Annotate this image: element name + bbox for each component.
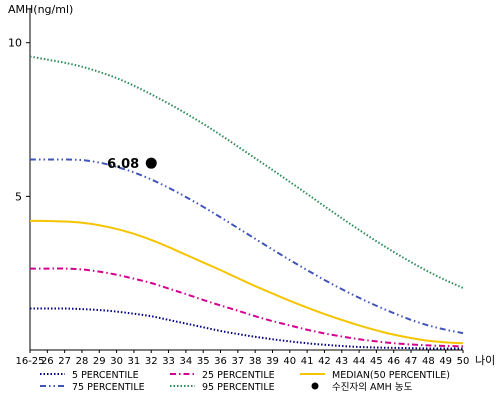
patient-amh-value-label: 6.08 <box>107 157 139 172</box>
x-tick-label: 31 <box>128 356 141 367</box>
x-tick-label: 28 <box>76 356 89 367</box>
patient-amh-point <box>145 157 157 169</box>
series-line-75-percentile <box>30 158 464 335</box>
x-tick-label: 50 <box>457 356 470 367</box>
x-axis-title: 나이 <box>475 354 495 367</box>
x-tick-label: 40 <box>283 356 296 367</box>
x-tick-label: 42 <box>318 356 331 367</box>
x-tick-label: 45 <box>370 356 383 367</box>
legend-label-5-percentile: 5 PERCENTILE <box>72 370 139 381</box>
x-tick-label: 44 <box>353 356 366 367</box>
x-tick-label: 35 <box>197 356 210 367</box>
x-tick-label: 43 <box>335 356 348 367</box>
x-tick-label: 38 <box>249 356 262 367</box>
x-tick-label: 46 <box>387 356 400 367</box>
legend-label-95-percentile: 95 PERCENTILE <box>202 382 275 393</box>
x-tick-label: 34 <box>180 356 193 367</box>
x-tick-label: 16-25 <box>15 356 44 367</box>
x-tick-label: 49 <box>439 356 452 367</box>
legend-swatch-patient-amh <box>311 382 319 390</box>
y-tick-label: 10 <box>8 37 22 50</box>
series-line-median-50-percentile <box>29 219 464 345</box>
legend: 5 PERCENTILE 25 PERCENTILE MEDIAN(50 PERCE… <box>40 370 450 393</box>
x-tick-label: 33 <box>162 356 175 367</box>
series-line-95-percentile <box>29 55 464 289</box>
legend-label-patient-amh: 수진자의 AMH 농도 <box>332 382 413 393</box>
x-tick-label: 32 <box>145 356 158 367</box>
x-tick-label: 47 <box>405 356 418 367</box>
x-tick-label: 48 <box>422 356 435 367</box>
legend-label-median-50-percentile: MEDIAN(50 PERCENTILE) <box>332 370 450 381</box>
legend-label-75-percentile: 75 PERCENTILE <box>72 382 145 393</box>
x-tick-label: 39 <box>266 356 279 367</box>
x-tick-label: 36 <box>214 356 227 367</box>
x-tick-label: 29 <box>93 356 106 367</box>
x-tick-label: 27 <box>58 356 71 367</box>
y-axis-title: AMH(ng/ml) <box>8 3 73 16</box>
x-tick-label: 26 <box>41 356 54 367</box>
x-tick-label: 30 <box>110 356 123 367</box>
series-layer <box>29 55 464 350</box>
x-tick-label: 37 <box>231 356 244 367</box>
series-line-5-percentile <box>30 307 463 350</box>
series-line-25-percentile <box>30 267 464 348</box>
y-tick-label: 5 <box>15 190 22 203</box>
x-tick-label: 41 <box>301 356 314 367</box>
legend-label-25-percentile: 25 PERCENTILE <box>202 370 275 381</box>
marker-layer: 6.08 <box>107 157 157 172</box>
